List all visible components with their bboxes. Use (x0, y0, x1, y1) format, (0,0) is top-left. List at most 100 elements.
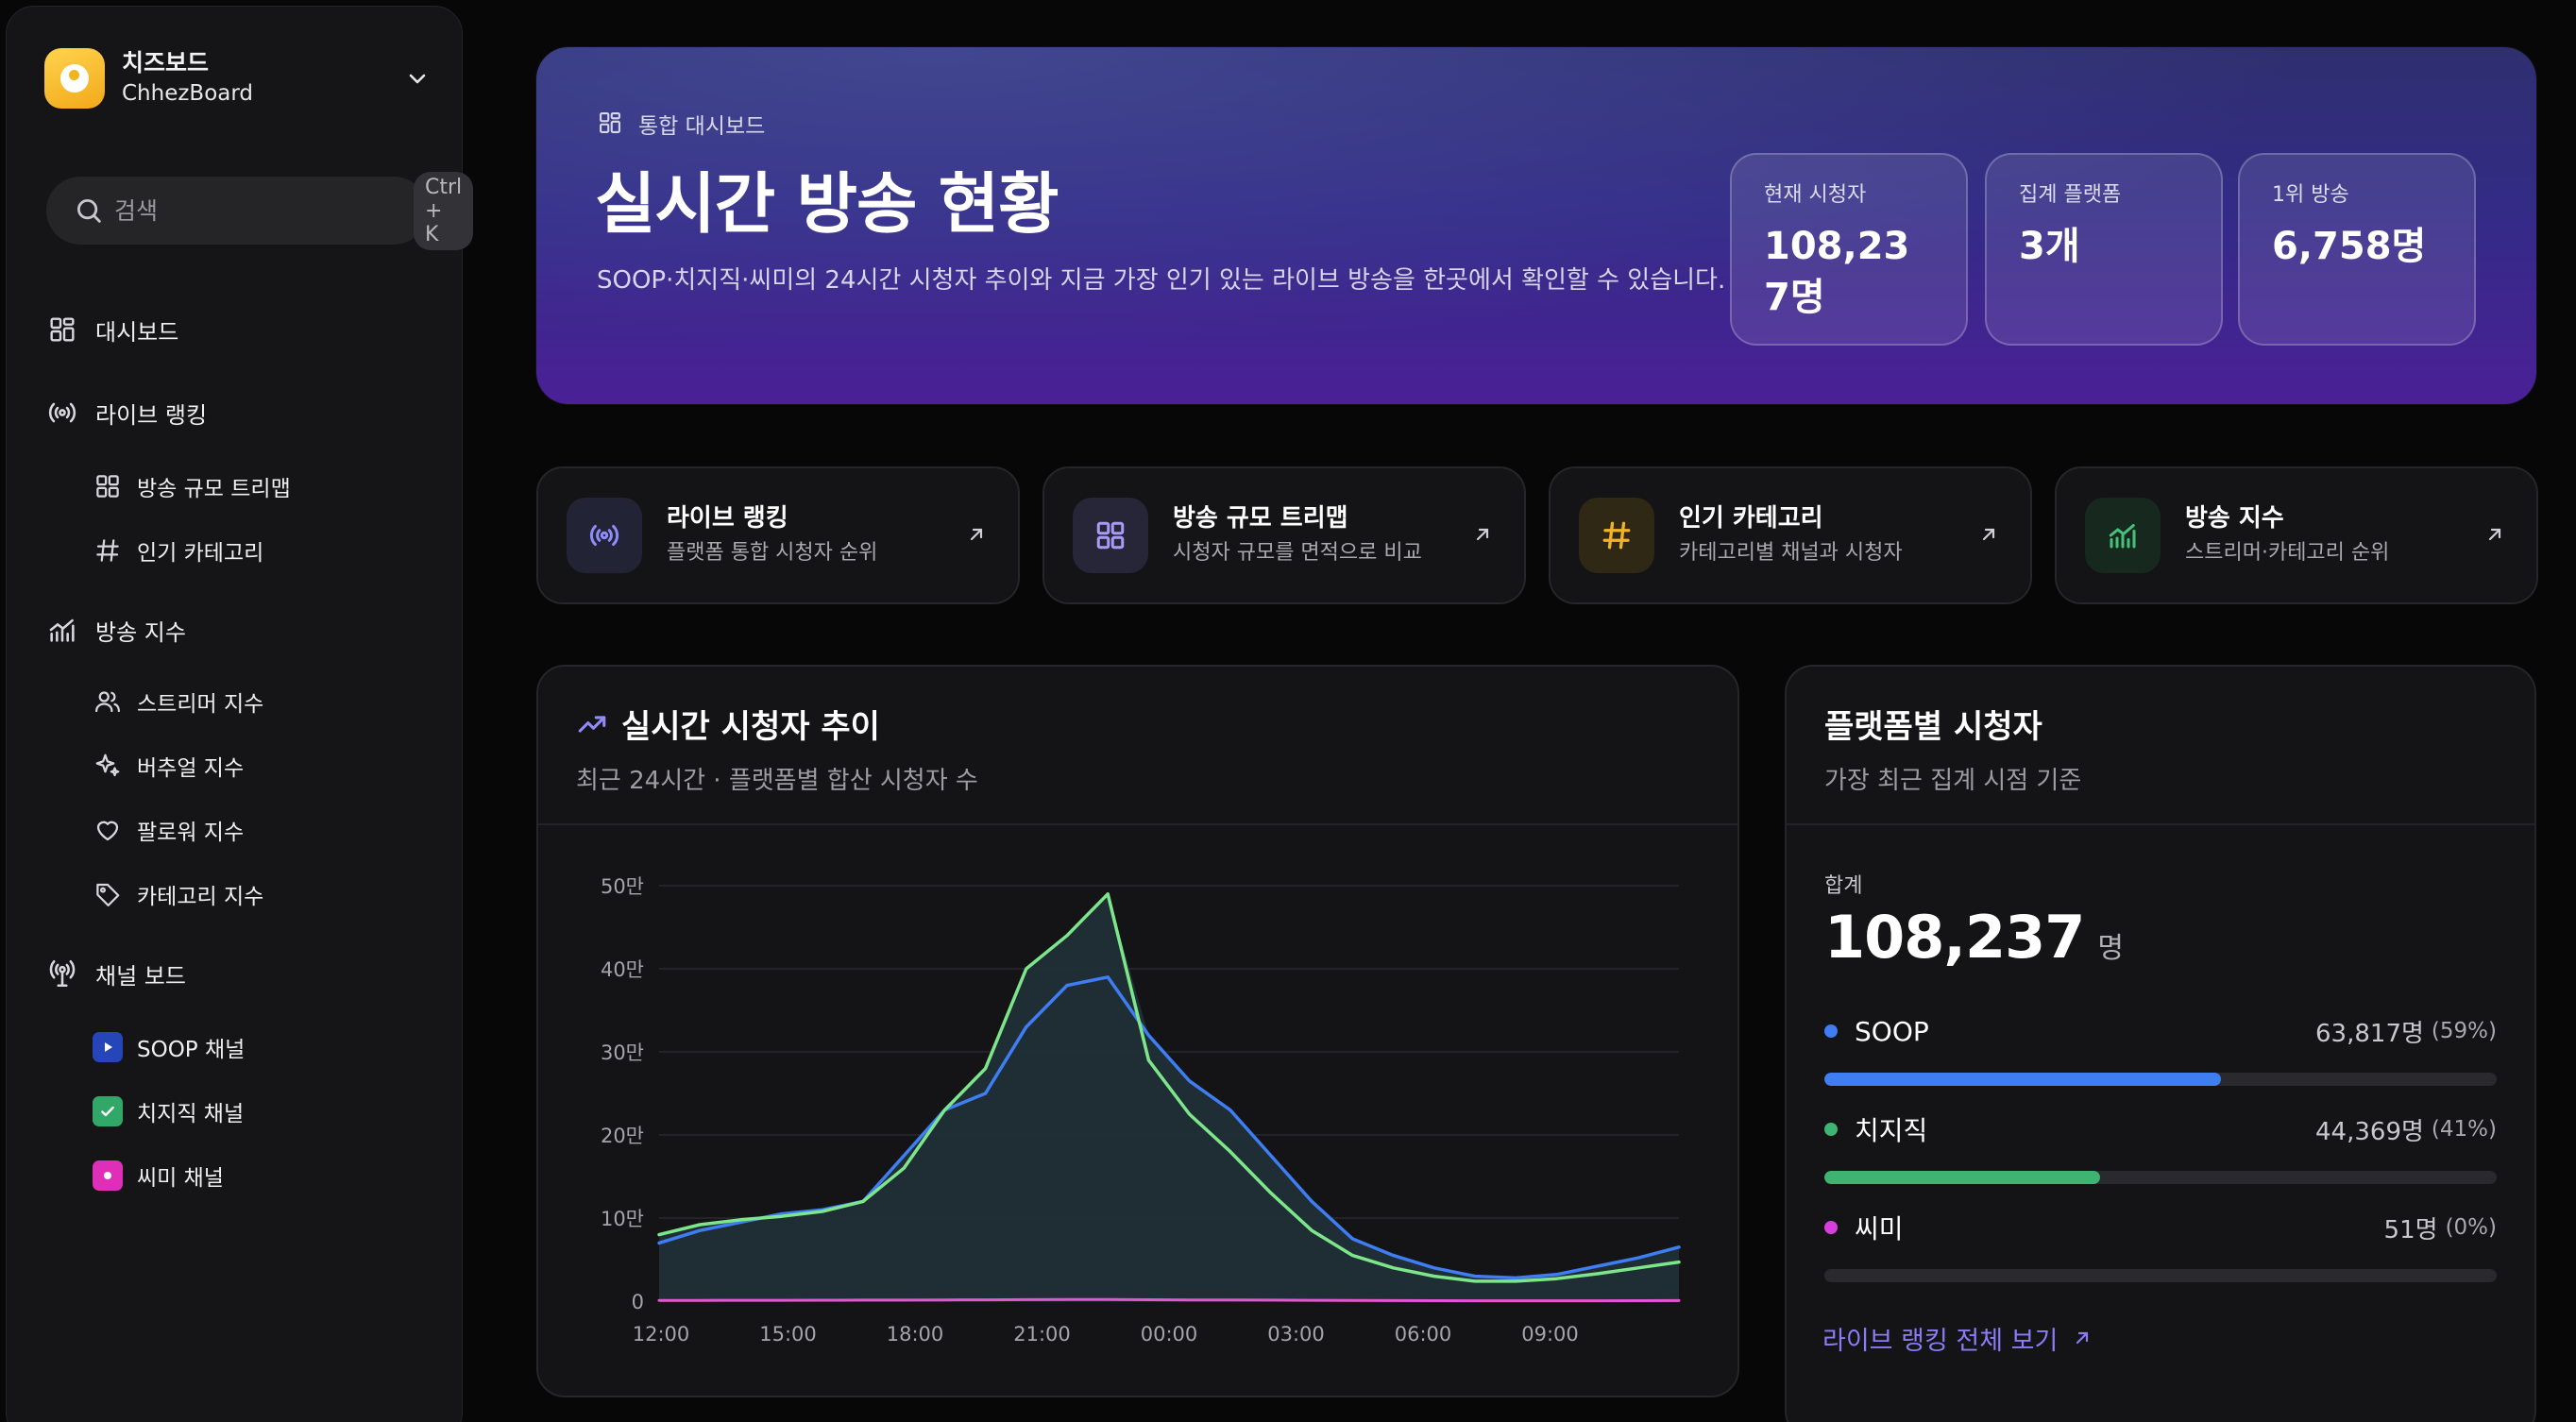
sidebar-item-label: 채널 보드 (95, 962, 186, 990)
heart-icon (92, 814, 124, 846)
stat-current-viewers: 현재 시청자 108,237명 (1730, 153, 1968, 346)
platform-color-dot (1824, 1024, 1838, 1038)
sidebar-item-live-ranking[interactable]: 라이브 랭킹 (44, 390, 207, 435)
search-shortcut: Ctrl + K (414, 171, 474, 250)
quick-card-text: 방송 지수 스트리머·카테고리 순위 (2185, 501, 2483, 569)
panel-title: 플랫폼별 시청자 (1824, 701, 2042, 747)
panel-subtitle: 가장 최근 집계 시점 기준 (1824, 767, 2082, 795)
sidebar-item-streamer-index[interactable]: 스트리머 지수 (92, 679, 263, 724)
total-label: 합계 (1824, 874, 1863, 898)
series-line-1 (657, 892, 1681, 1283)
quick-card-title: 방송 규모 트리맵 (1173, 504, 1348, 533)
bar-chart-icon (44, 612, 80, 648)
users-icon (92, 686, 124, 718)
platform-bar-track (1824, 1269, 2497, 1282)
sidebar-item-category-index[interactable]: 카테고리 지수 (92, 872, 263, 917)
broadcast-icon (567, 498, 642, 573)
live-ranking-link-label: 라이브 랭킹 전체 보기 (1822, 1327, 2059, 1356)
y-tick-label: 0 (632, 1291, 644, 1313)
platform-percent: (0%) (2445, 1215, 2497, 1240)
sidebar-item-virtual-index[interactable]: 버추얼 지수 (92, 743, 244, 788)
sidebar-item-soop-channel[interactable]: SOOP 채널 (92, 1024, 245, 1070)
y-tick-label: 50만 (601, 875, 644, 898)
page-title: 실시간 방송 현황 (595, 165, 1059, 243)
brand-title: 치즈보드 (122, 49, 210, 76)
platform-name: 씨미 (1855, 1213, 1904, 1244)
quick-card-broadcast-index[interactable]: 방송 지수 스트리머·카테고리 순위 (2055, 466, 2538, 604)
brand-switcher[interactable]: 치즈보드 ChhezBoard (44, 44, 432, 112)
x-tick-label: 00:00 (1141, 1323, 1198, 1346)
platform-row-ssimi: 씨미 51명 (0%) (1824, 1209, 2497, 1282)
sidebar-item-label: 방송 지수 (95, 618, 186, 646)
quick-card-subtitle: 플랫폼 통합 시청자 순위 (667, 541, 878, 565)
quick-card-title: 인기 카테고리 (1679, 504, 1823, 533)
cheese-logo-icon (44, 48, 105, 109)
sidebar-item-follow-index[interactable]: 팔로워 지수 (92, 807, 244, 853)
sidebar-item-label: 방송 규모 트리맵 (137, 477, 291, 501)
viewer-trend-panel: 실시간 시청자 추이 최근 24시간 · 플랫폼별 합산 시청자 수 0 10만 2… (536, 665, 1739, 1397)
sidebar-item-categories[interactable]: 인기 카테고리 (92, 528, 263, 573)
x-tick-label: 06:00 (1395, 1323, 1452, 1346)
platform-value: 63,817명 (2315, 1019, 2424, 1048)
panel-header: 실시간 시청자 추이 최근 24시간 · 플랫폼별 합산 시청자 수 (538, 667, 1737, 825)
platform-name: 치지직 (1855, 1115, 1928, 1146)
platform-bar-track (1824, 1171, 2497, 1184)
arrow-up-right-icon (1977, 523, 2002, 548)
series-line-2 (657, 1297, 1681, 1303)
sidebar-item-chzzk-channel[interactable]: 치지직 채널 (92, 1089, 244, 1134)
sidebar-item-channel-board[interactable]: 채널 보드 (44, 951, 186, 996)
platform-value: 44,369명 (2315, 1117, 2424, 1146)
sidebar-item-ssimi-channel[interactable]: 씨미 채널 (92, 1153, 224, 1198)
quick-card-subtitle: 카테고리별 채널과 시청자 (1679, 541, 1903, 565)
antenna-icon (44, 956, 80, 991)
quick-card-text: 인기 카테고리 카테고리별 채널과 시청자 (1679, 501, 1977, 569)
grid-icon (597, 110, 625, 138)
arrow-up-right-icon (2483, 523, 2508, 548)
quick-card-subtitle: 스트리머·카테고리 순위 (2185, 541, 2390, 565)
brand-text: 치즈보드 ChhezBoard (122, 48, 403, 109)
platform-percent: (59%) (2431, 1019, 2497, 1043)
hero-eyebrow: 통합 대시보드 (597, 108, 765, 140)
tag-icon (92, 878, 124, 910)
quick-card-categories[interactable]: 인기 카테고리 카테고리별 채널과 시청자 (1549, 466, 2032, 604)
search-input[interactable] (114, 196, 414, 225)
grid-icon (1073, 498, 1148, 573)
total-unit: 명 (2097, 932, 2124, 965)
sidebar-item-label: 버추얼 지수 (137, 756, 245, 781)
x-tick-label: 15:00 (759, 1323, 817, 1346)
brand-subtitle: ChhezBoard (122, 81, 254, 106)
live-ranking-link[interactable]: 라이브 랭킹 전체 보기 (1822, 1320, 2095, 1357)
hero-description: SOOP·치지직·씨미의 24시간 시청자 추이와 지금 가장 인기 있는 라이… (597, 266, 1726, 295)
chevron-down-icon[interactable] (403, 64, 432, 93)
y-tick-label: 10만 (601, 1208, 644, 1230)
stat-value: 108,237명 (1764, 225, 1910, 319)
total-row: 108,237 명 (1824, 903, 2124, 972)
trending-up-icon (576, 708, 608, 740)
total-value: 108,237 (1824, 903, 2085, 972)
bar-chart-icon (2085, 498, 2161, 573)
sidebar-item-dashboard[interactable]: 대시보드 (44, 307, 178, 352)
play-icon (92, 1031, 124, 1063)
sidebar-item-label: 팔로워 지수 (137, 821, 245, 845)
stat-label: 집계 플랫폼 (2019, 183, 2122, 207)
search-box[interactable]: Ctrl + K (46, 171, 474, 250)
x-tick-label: 03:00 (1267, 1323, 1325, 1346)
platform-name: SOOP (1855, 1015, 1929, 1047)
platform-color-dot (1824, 1221, 1838, 1234)
broadcast-icon (44, 395, 80, 431)
panel-subtitle: 최근 24시간 · 플랫폼별 합산 시청자 수 (576, 767, 978, 795)
quick-card-text: 라이브 랭킹 플랫폼 통합 시청자 순위 (667, 501, 965, 569)
quick-card-live-ranking[interactable]: 라이브 랭킹 플랫폼 통합 시청자 순위 (536, 466, 1020, 604)
panel-title: 실시간 시청자 추이 (576, 701, 880, 747)
panel-title-text: 실시간 시청자 추이 (621, 708, 880, 746)
sidebar: 치즈보드 ChhezBoard Ctrl + K 대시보드 라이브 랭킹 (6, 6, 474, 1422)
sidebar-item-label: 카테고리 지수 (137, 885, 264, 909)
quick-card-text: 방송 규모 트리맵 시청자 규모를 면적으로 비교 (1173, 501, 1471, 569)
platform-color-dot (1824, 1123, 1838, 1136)
sparkle-icon (92, 750, 124, 782)
x-tick-label: 18:00 (887, 1323, 944, 1346)
hash-icon (1579, 498, 1654, 573)
sidebar-item-treemap[interactable]: 방송 규모 트리맵 (92, 464, 291, 509)
sidebar-item-broadcast-index[interactable]: 방송 지수 (44, 607, 186, 652)
quick-card-treemap[interactable]: 방송 규모 트리맵 시청자 규모를 면적으로 비교 (1042, 466, 1526, 604)
